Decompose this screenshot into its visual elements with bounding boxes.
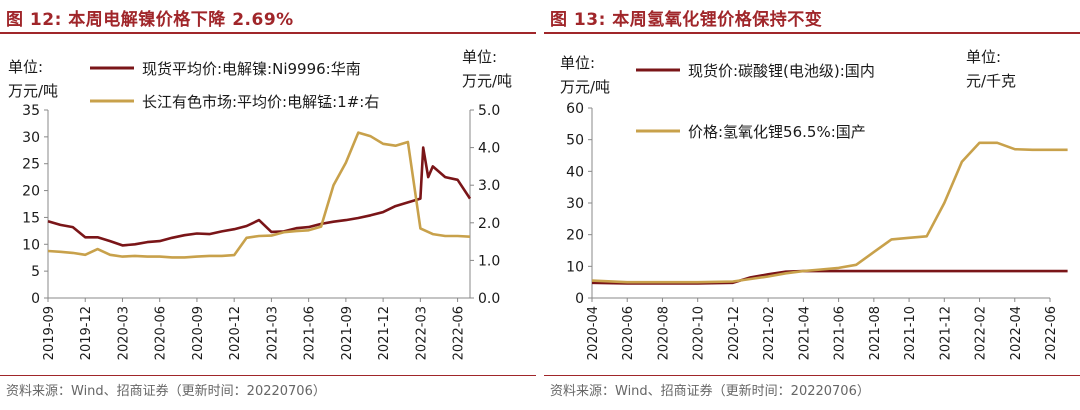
- chart-title: 图 13: 本周氢氧化锂价格保持不变: [550, 10, 823, 30]
- series-line-2: [591, 141, 1068, 284]
- footer-divider: [0, 375, 536, 376]
- legend-label: 价格:氢氧化锂56.5%:国产: [688, 123, 866, 141]
- y-axis-unit-right-line1: 单位:: [966, 48, 1001, 66]
- y-axis-unit-right-line2: 万元/吨: [462, 72, 512, 90]
- y-tick-label-left: 20: [566, 228, 584, 244]
- y-tick-label-right: 4.0: [478, 141, 500, 157]
- left-chart-panel: 图 12: 本周电解镍价格下降 2.69% 0 5 10 15 20 25 30 35 0.0 1…: [0, 0, 536, 410]
- x-tick-label: 2020-06: [621, 306, 636, 360]
- x-tick-label: 2020-10: [692, 306, 707, 360]
- legend-label: 长江有色市场:平均价:电解锰:1#:右: [142, 93, 379, 111]
- nickel-manganese-chart: 0 5 10 15 20 25 30 35 0.0 1.0 2.0 3.0 4.0 5.0 2019-09 2…: [8, 48, 512, 360]
- x-tick-label: 2022-06: [1044, 306, 1059, 360]
- y-tick-label-left: 30: [22, 130, 40, 146]
- y-tick-label-left: 0: [575, 291, 584, 307]
- series-line-2: [47, 131, 471, 259]
- y-axis-unit-left-line1: 单位:: [560, 54, 595, 72]
- y-tick-label-right: 2.0: [478, 216, 500, 232]
- x-tick-label: 2021-09: [340, 306, 355, 360]
- series-line-1: [47, 146, 472, 247]
- x-tick-label: 2020-06: [154, 306, 169, 360]
- y-tick-label-left: 0: [31, 291, 40, 307]
- x-tick-label: 2022-04: [1009, 306, 1024, 360]
- x-tick-label: 2020-12: [727, 306, 742, 360]
- x-tick-label: 2021-12: [938, 306, 953, 360]
- y-tick-label-left: 30: [566, 196, 584, 212]
- right-chart-panel: 图 13: 本周氢氧化锂价格保持不变 0 10 20 30 40 50 60 2020-04 2…: [544, 0, 1080, 410]
- x-tick-label: 2021-04: [797, 306, 812, 360]
- y-axis-unit-left-line2: 万元/吨: [560, 78, 610, 96]
- y-axis-unit-left-line1: 单位:: [8, 58, 43, 76]
- y-tick-label-right: 3.0: [478, 178, 500, 194]
- footer-divider: [544, 375, 1080, 376]
- source-note: 资料来源：Wind、招商证券（更新时间：20220706）: [6, 384, 326, 399]
- legend-label: 现货价:碳酸锂(电池级):国内: [688, 62, 875, 80]
- x-tick-label: 2022-03: [414, 306, 429, 360]
- y-tick-label-left: 15: [22, 210, 40, 226]
- y-tick-label-left: 10: [566, 259, 584, 275]
- x-tick-label: 2021-03: [265, 306, 280, 360]
- x-tick-label: 2020-09: [191, 306, 206, 360]
- x-tick-label: 2020-08: [656, 306, 671, 360]
- x-tick-label: 2022-02: [974, 306, 989, 360]
- chart-title: 图 12: 本周电解镍价格下降 2.69%: [6, 10, 294, 30]
- y-tick-label-right: 1.0: [478, 253, 500, 269]
- x-tick-label: 2021-06: [833, 306, 848, 360]
- y-tick-label-left: 35: [22, 103, 40, 119]
- y-tick-label-left: 40: [566, 164, 584, 180]
- y-tick-label-left: 50: [566, 133, 584, 149]
- source-note: 资料来源：Wind、招商证券（更新时间：20220706）: [550, 384, 870, 399]
- y-tick-label-right: 0.0: [478, 291, 500, 307]
- x-tick-label: 2021-06: [303, 306, 318, 360]
- y-axis-unit-right-line2: 元/千克: [966, 72, 1016, 90]
- x-tick-label: 2020-04: [586, 306, 601, 360]
- legend-label: 现货平均价:电解镍:Ni9996:华南: [142, 60, 361, 78]
- x-tick-label: 2019-12: [79, 306, 94, 360]
- x-tick-label: 2021-10: [903, 306, 918, 360]
- x-tick-label: 2022-06: [452, 306, 467, 360]
- x-tick-label: 2019-09: [42, 306, 57, 360]
- title-divider: [544, 32, 1080, 34]
- y-tick-label-left: 20: [22, 184, 40, 200]
- x-tick-label: 2021-12: [377, 306, 392, 360]
- x-tick-label: 2021-08: [868, 306, 883, 360]
- y-tick-label-left: 60: [566, 101, 584, 117]
- y-tick-label-right: 5.0: [478, 103, 500, 119]
- y-tick-label-left: 25: [22, 157, 40, 173]
- x-tick-label: 2021-02: [762, 306, 777, 360]
- x-tick-label: 2020-03: [116, 306, 131, 360]
- title-divider: [0, 32, 536, 34]
- y-axis-unit-right-line1: 单位:: [462, 48, 497, 66]
- lithium-chart: 0 10 20 30 40 50 60 2020-04 2020-06 2020-08 2020-1…: [560, 48, 1068, 360]
- y-tick-label-left: 5: [31, 264, 40, 280]
- y-axis-unit-left-line2: 万元/吨: [8, 82, 58, 100]
- y-tick-label-left: 10: [22, 237, 40, 253]
- x-tick-label: 2020-12: [228, 306, 243, 360]
